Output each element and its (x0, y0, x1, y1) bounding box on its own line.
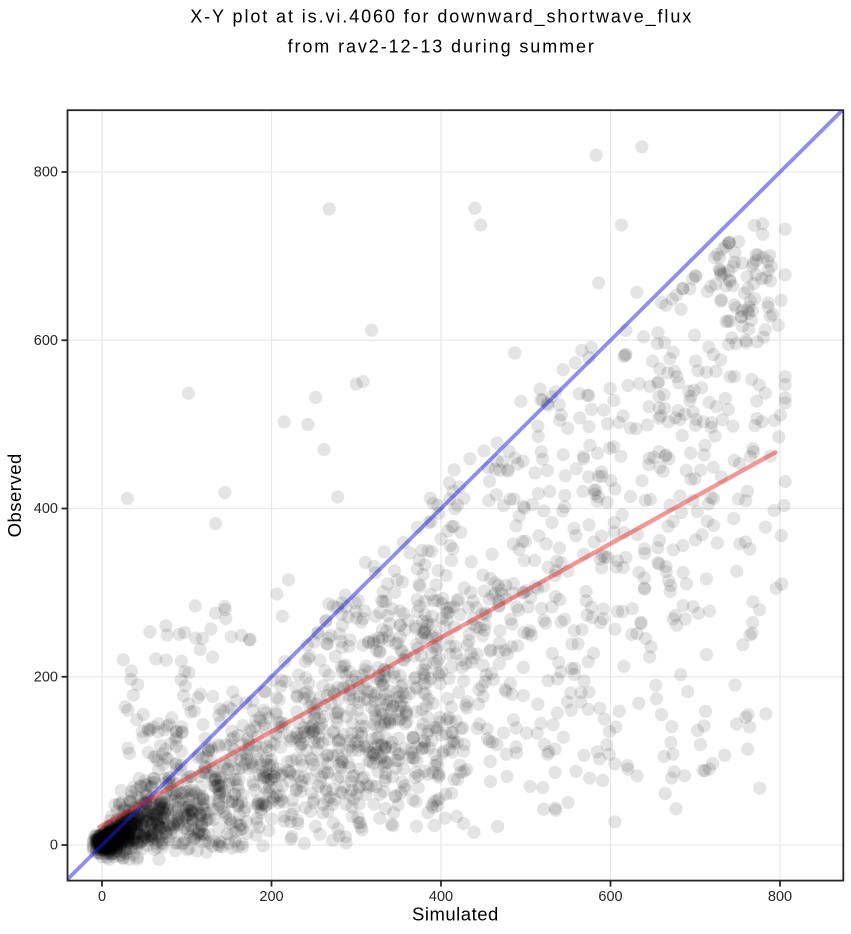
svg-text:Observed: Observed (4, 453, 25, 537)
svg-text:400: 400 (429, 889, 453, 905)
svg-text:X-Y plot at is.vi.4060 for dow: X-Y plot at is.vi.4060 for downward_shor… (190, 7, 693, 28)
svg-text:200: 200 (34, 670, 58, 686)
svg-text:200: 200 (259, 889, 283, 905)
svg-text:600: 600 (34, 333, 58, 349)
svg-text:Simulated: Simulated (412, 904, 499, 925)
svg-text:800: 800 (768, 889, 792, 905)
svg-text:0: 0 (98, 889, 106, 905)
svg-text:400: 400 (34, 501, 58, 517)
svg-text:0: 0 (50, 838, 58, 854)
svg-text:from rav2-12-13 during summer: from rav2-12-13 during summer (288, 37, 596, 57)
svg-text:800: 800 (34, 165, 58, 181)
svg-text:600: 600 (598, 889, 622, 905)
